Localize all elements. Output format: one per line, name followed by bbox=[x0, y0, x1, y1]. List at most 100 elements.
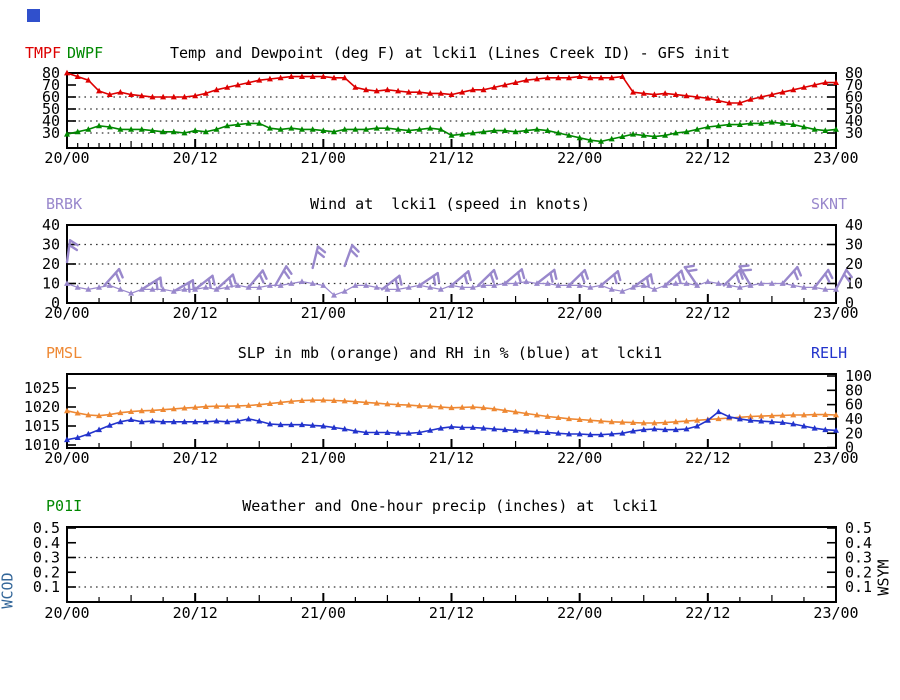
data-marker bbox=[363, 399, 370, 405]
axis-tick-label: 60 bbox=[845, 88, 863, 106]
data-marker bbox=[523, 77, 530, 83]
wind-barb-flag bbox=[553, 268, 558, 280]
data-marker bbox=[587, 284, 594, 290]
axis-tick-label: 50 bbox=[42, 100, 60, 118]
axis-tick-label: 0.5 bbox=[33, 519, 60, 537]
axis-tick-label: 20 bbox=[845, 424, 863, 442]
wind-barb-flag bbox=[231, 273, 237, 285]
data-marker bbox=[736, 415, 743, 422]
data-marker bbox=[363, 429, 370, 435]
data-marker bbox=[672, 418, 679, 425]
data-marker bbox=[213, 403, 220, 409]
data-marker bbox=[790, 86, 797, 93]
data-marker bbox=[181, 404, 188, 411]
data-marker bbox=[96, 87, 103, 94]
data-marker bbox=[234, 282, 241, 288]
data-marker bbox=[544, 127, 551, 133]
data-marker bbox=[288, 125, 295, 131]
wind-barb-staff bbox=[311, 245, 320, 270]
axis-tick-label: 0.1 bbox=[33, 578, 60, 596]
data-marker bbox=[106, 422, 113, 428]
data-marker bbox=[598, 74, 605, 81]
data-marker bbox=[234, 121, 241, 127]
data-marker bbox=[331, 74, 338, 81]
data-marker bbox=[395, 286, 402, 292]
axis-tick-label: 40 bbox=[42, 112, 60, 130]
data-marker bbox=[555, 129, 562, 136]
data-marker bbox=[288, 421, 295, 428]
data-marker bbox=[224, 84, 231, 90]
data-marker bbox=[683, 417, 690, 424]
plot-frame bbox=[66, 526, 837, 603]
wind-barb-flag bbox=[467, 270, 472, 282]
wind-barb-flag bbox=[282, 269, 291, 280]
data-marker bbox=[128, 91, 135, 97]
data-marker bbox=[437, 126, 444, 132]
panel4-title: Weather and One-hour precip (inches) at … bbox=[242, 497, 658, 515]
data-marker bbox=[373, 400, 380, 406]
x-tick-label: 22/12 bbox=[685, 149, 730, 167]
data-marker bbox=[640, 90, 647, 96]
data-marker bbox=[448, 404, 455, 411]
data-marker bbox=[427, 427, 434, 433]
data-marker bbox=[790, 121, 797, 127]
data-marker bbox=[715, 415, 722, 422]
data-marker bbox=[565, 74, 572, 81]
data-marker bbox=[138, 407, 145, 414]
axis-tick-label: 40 bbox=[42, 216, 60, 234]
wind-barb-flag bbox=[549, 271, 554, 283]
wind-barb-flag bbox=[394, 277, 399, 289]
data-marker bbox=[309, 422, 316, 428]
data-marker bbox=[64, 407, 70, 414]
data-marker bbox=[469, 86, 476, 93]
data-marker bbox=[501, 407, 508, 413]
data-marker bbox=[128, 126, 135, 132]
data-marker bbox=[640, 132, 647, 138]
data-marker bbox=[117, 89, 124, 95]
data-marker bbox=[64, 131, 70, 137]
data-marker bbox=[85, 126, 92, 132]
data-marker bbox=[640, 282, 647, 288]
data-marker bbox=[704, 95, 711, 101]
data-marker bbox=[833, 427, 839, 433]
data-marker bbox=[192, 92, 199, 99]
data-marker bbox=[106, 411, 113, 417]
x-tick-label: 20/12 bbox=[173, 149, 218, 167]
data-marker bbox=[64, 69, 70, 76]
data-marker bbox=[138, 418, 145, 425]
data-marker bbox=[704, 123, 711, 130]
data-marker bbox=[651, 425, 658, 432]
side-label-wcod: WCOD bbox=[0, 572, 17, 609]
data-marker bbox=[117, 418, 124, 425]
data-marker bbox=[373, 125, 380, 131]
data-marker bbox=[234, 81, 241, 88]
data-marker bbox=[224, 122, 231, 129]
data-marker bbox=[320, 422, 327, 429]
data-marker bbox=[373, 284, 380, 290]
data-marker bbox=[170, 128, 177, 135]
dwpf-line bbox=[66, 121, 837, 143]
axis-tick-label: 0 bbox=[51, 294, 60, 312]
axis-tick-label: 0.3 bbox=[845, 549, 872, 567]
x-tick-label: 21/12 bbox=[429, 604, 474, 622]
data-marker bbox=[74, 409, 81, 416]
wind-barb-flag bbox=[155, 279, 159, 291]
axis-tick-label: 40 bbox=[845, 112, 863, 130]
wind-barb-flag bbox=[680, 269, 686, 281]
data-marker bbox=[224, 418, 231, 425]
x-tick-label: 22/12 bbox=[685, 604, 730, 622]
data-marker bbox=[363, 126, 370, 132]
data-marker bbox=[790, 411, 797, 418]
x-tick-label: 20/00 bbox=[44, 449, 89, 467]
data-marker bbox=[320, 282, 327, 288]
data-marker bbox=[341, 74, 348, 81]
axis-tick-label: 60 bbox=[845, 396, 863, 414]
data-marker bbox=[779, 419, 786, 425]
data-marker bbox=[619, 419, 626, 425]
axis-tick-label: 80 bbox=[845, 381, 863, 399]
data-marker bbox=[288, 73, 295, 79]
axis-tick-label: 80 bbox=[845, 64, 863, 82]
axis-tick-label: 30 bbox=[845, 124, 863, 142]
data-marker bbox=[384, 429, 391, 435]
wind-barb-flag bbox=[645, 276, 650, 288]
